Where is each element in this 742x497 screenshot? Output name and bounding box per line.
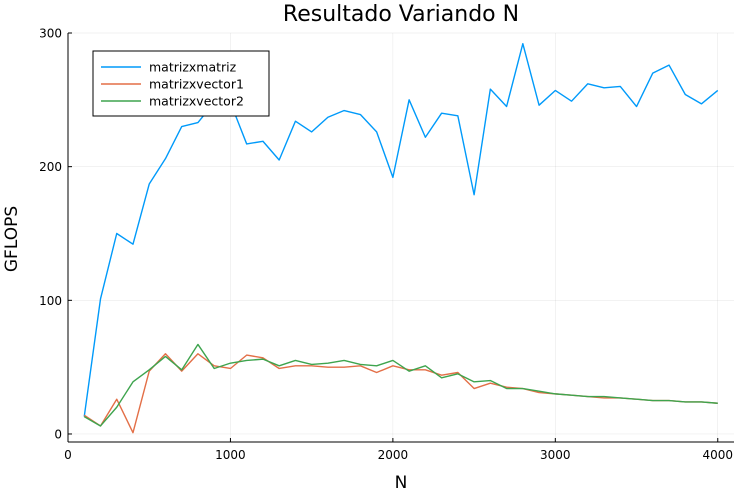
chart-title: Resultado Variando N bbox=[283, 2, 519, 27]
legend-label-matrizxmatriz: matrizxmatriz bbox=[149, 60, 237, 75]
x-tick-label-4: 4000 bbox=[702, 448, 733, 462]
series-line-matrizxvector2 bbox=[83, 343, 718, 427]
x-tick-label-0: 0 bbox=[64, 448, 72, 462]
x-tick-label-3: 3000 bbox=[540, 448, 571, 462]
y-tick-label-2: 200 bbox=[39, 160, 62, 174]
legend-entry-matrizxmatriz: matrizxmatriz bbox=[101, 60, 237, 75]
legend-entry-matrizxvector1: matrizxvector1 bbox=[101, 77, 244, 92]
y-tick-label-3: 300 bbox=[39, 27, 62, 41]
y-tick-label-1: 100 bbox=[39, 294, 62, 308]
legend-box bbox=[92, 50, 270, 117]
series-line-matrizxmatriz bbox=[83, 42, 719, 417]
legend: matrizxmatriz matrizxvector1 matrizxvect… bbox=[92, 50, 270, 117]
legend-label-matrizxvector1: matrizxvector1 bbox=[149, 77, 244, 92]
legend-entry-matrizxvector2: matrizxvector2 bbox=[101, 94, 244, 109]
axes bbox=[67, 32, 734, 443]
series-lines bbox=[83, 42, 719, 434]
tick-labels: 0 1000 2000 3000 4000 0 100 200 300 bbox=[39, 27, 733, 463]
x-axis-title: N bbox=[395, 473, 408, 493]
x-tick-label-2: 2000 bbox=[378, 448, 409, 462]
legend-label-matrizxvector2: matrizxvector2 bbox=[149, 94, 244, 109]
y-tick-label-0: 0 bbox=[54, 427, 62, 441]
y-axis-title: GFLOPS bbox=[2, 206, 22, 272]
x-tick-label-1: 1000 bbox=[215, 448, 246, 462]
